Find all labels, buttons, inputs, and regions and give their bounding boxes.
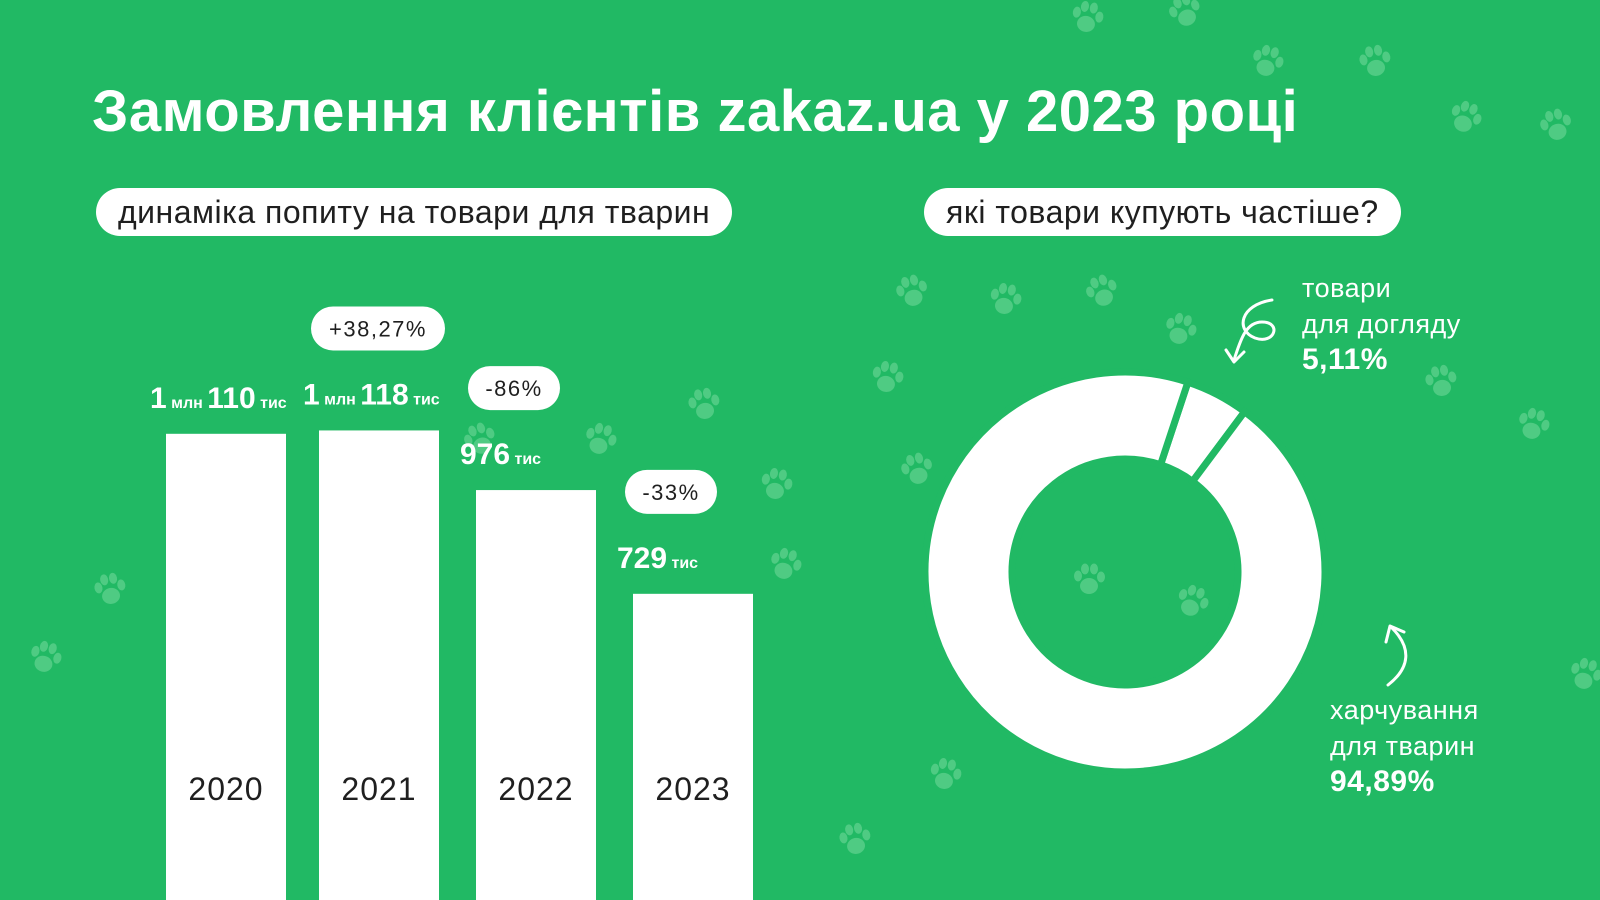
pet-food-label: для тварин (1330, 731, 1475, 761)
paw-print-icon (1446, 97, 1486, 137)
paw-print-icon (1074, 563, 1105, 594)
bar-value-label: 976 тис (460, 438, 541, 471)
paw-print-icon (1173, 581, 1213, 621)
paw-print-icon (1248, 42, 1287, 80)
change-badge (468, 366, 560, 411)
bar-value-label: 1 млн 110 тис (150, 382, 287, 415)
bar-2021 (319, 430, 439, 900)
paw-print-icon (1161, 310, 1200, 348)
paw-print-icon (1165, 0, 1205, 31)
year-label: 2022 (498, 771, 573, 807)
bar-chart: 2020 1 млн 110 тис 2021 1 млн 118 тис +38,27… (150, 306, 753, 900)
paw-print-icon (898, 449, 937, 488)
paw-print-icon (1082, 271, 1122, 311)
paw-print-icon (869, 359, 906, 395)
paw-print-icon (92, 570, 129, 607)
paw-print-icon (686, 385, 723, 422)
change-badge (625, 469, 717, 514)
paw-print-icon (893, 271, 932, 310)
year-label: 2020 (188, 771, 263, 807)
paw-print-icon (26, 638, 65, 676)
change-badge-text: +38,27% (329, 316, 427, 341)
paw-print-icon (766, 545, 805, 583)
donut-chart (921, 368, 1329, 776)
paw-print-icon (581, 420, 620, 458)
pet-food-value: 94,89% (1330, 765, 1435, 798)
paw-print-icon (758, 466, 795, 502)
bar-value-label: 729 тис (617, 542, 698, 575)
arrowhead-icon (1384, 624, 1406, 644)
paw-print-icon (987, 281, 1024, 317)
donut-slice-pet-food (921, 368, 1329, 776)
bar-2022 (476, 490, 596, 900)
paw-print-icon (1566, 655, 1600, 693)
bar-2023 (633, 593, 753, 900)
arrow-to-food-slice-icon (1386, 626, 1408, 687)
bar-2020 (166, 433, 286, 900)
year-label: 2021 (341, 771, 416, 807)
paw-print-icon (1069, 0, 1106, 35)
paw-print-icon (1514, 405, 1553, 443)
care-products-label: для догляду (1302, 309, 1461, 339)
left-heading-pill: динаміка попиту на товари для тварин (96, 188, 733, 236)
bar-value-label: 1 млн 118 тис (303, 378, 440, 411)
care-products-label: товари (1302, 273, 1391, 303)
paw-print-icon (1423, 362, 1460, 399)
right-heading-pill: які товари купують частіше? (924, 188, 1401, 236)
donut-legend: товари для догляду 5,11% харчування для твар… (1224, 273, 1479, 798)
care-products-value: 5,11% (1302, 343, 1388, 376)
paw-print-icon (1537, 105, 1576, 144)
paw-print-icon (1357, 42, 1394, 79)
arrowhead-icon (1224, 348, 1246, 364)
change-badge-text: -33% (642, 480, 699, 505)
change-badge (311, 306, 445, 351)
pet-food-label: харчування (1330, 695, 1479, 725)
arrow-to-care-slice-icon (1232, 298, 1276, 362)
paw-print-icon (927, 756, 964, 792)
year-label: 2023 (655, 771, 730, 807)
paw-print-icon (837, 820, 874, 857)
page-title: Замовлення клієнтів zakaz.ua у 2023 році (92, 79, 1299, 144)
change-badge-text: -86% (485, 376, 542, 401)
